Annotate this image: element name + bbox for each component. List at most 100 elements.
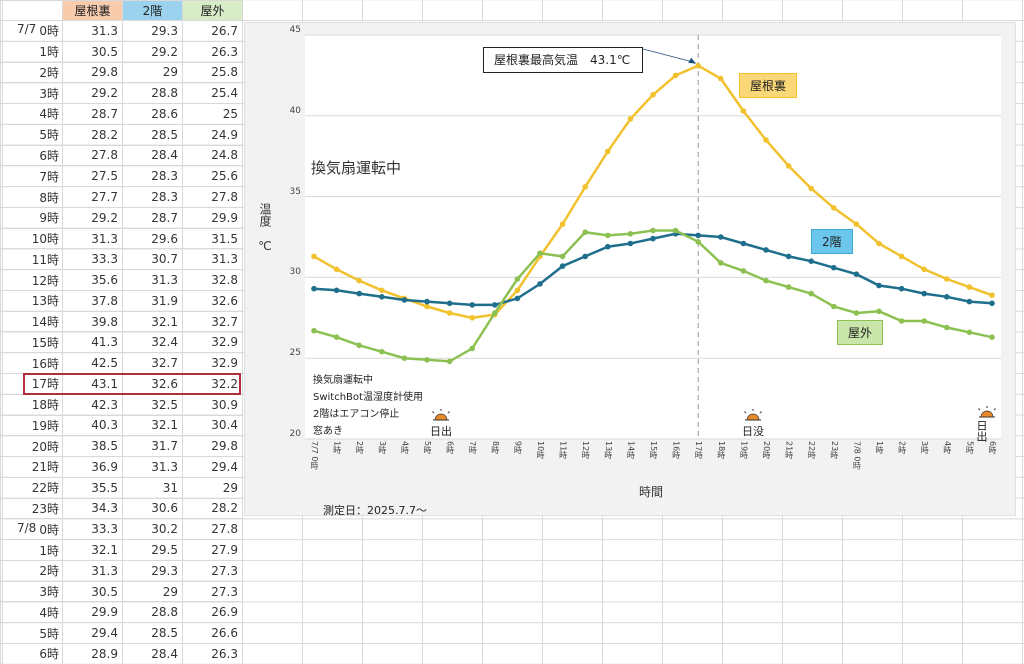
data-point[interactable] (424, 357, 430, 363)
floor2-cell[interactable]: 30.6 (122, 497, 183, 520)
data-point[interactable] (469, 315, 475, 321)
attic-cell[interactable]: 37.8 (62, 289, 123, 312)
attic-cell[interactable]: 29.8 (62, 61, 123, 84)
data-point[interactable] (989, 300, 995, 307)
floor2-cell[interactable]: 29.5 (122, 539, 183, 561)
floor2-cell[interactable]: 32.1 (122, 414, 183, 437)
attic-cell[interactable]: 39.8 (62, 310, 123, 333)
floor2-cell[interactable]: 32.4 (122, 331, 183, 354)
attic-cell[interactable]: 30.5 (62, 580, 123, 603)
outside-cell[interactable]: 29 (182, 476, 243, 499)
data-point[interactable] (514, 295, 521, 302)
data-point[interactable] (379, 294, 385, 300)
floor2-cell[interactable]: 28.4 (122, 642, 183, 664)
data-point[interactable] (695, 239, 701, 245)
data-point[interactable] (876, 282, 882, 289)
attic-cell[interactable]: 41.3 (62, 331, 123, 354)
data-point[interactable] (853, 271, 860, 277)
data-point[interactable] (650, 227, 656, 234)
time-cell[interactable]: 5時 (0, 622, 63, 644)
time-cell[interactable]: 2時 (0, 559, 63, 582)
floor2-cell[interactable]: 28.6 (122, 103, 183, 125)
floor2-cell[interactable]: 31.3 (122, 269, 183, 291)
attic-cell[interactable]: 29.4 (62, 622, 123, 644)
time-cell[interactable]: 17時 (0, 373, 63, 395)
outside-cell[interactable]: 31.3 (182, 248, 243, 271)
outside-cell[interactable]: 27.3 (182, 580, 243, 603)
floor2-cell[interactable]: 28.5 (122, 622, 183, 644)
data-point[interactable] (469, 345, 475, 352)
data-point[interactable] (446, 358, 453, 365)
floor2-cell[interactable]: 29.6 (122, 227, 183, 250)
time-cell[interactable]: 4時 (0, 103, 63, 125)
outside-cell[interactable]: 25.4 (182, 82, 243, 105)
outside-cell[interactable]: 32.2 (182, 373, 243, 395)
time-cell[interactable]: 7/8 0時 (0, 518, 63, 541)
attic-cell[interactable]: 33.3 (62, 248, 123, 271)
data-point[interactable] (650, 92, 656, 98)
time-cell[interactable]: 22時 (0, 476, 63, 499)
data-point[interactable] (966, 329, 973, 336)
attic-cell[interactable]: 38.5 (62, 435, 123, 458)
data-point[interactable] (740, 268, 747, 274)
data-point[interactable] (876, 308, 882, 315)
data-point[interactable] (966, 284, 973, 290)
header-attic[interactable]: 屋根裏 (62, 0, 123, 21)
time-cell[interactable]: 16時 (0, 352, 63, 375)
attic-cell[interactable]: 27.8 (62, 144, 123, 167)
time-cell[interactable]: 12時 (0, 269, 63, 291)
data-point[interactable] (582, 253, 588, 260)
attic-cell[interactable]: 31.3 (62, 20, 123, 42)
data-point[interactable] (356, 290, 362, 297)
attic-cell[interactable]: 29.2 (62, 206, 123, 229)
outside-cell[interactable]: 24.8 (182, 144, 243, 167)
data-point[interactable] (424, 298, 430, 305)
outside-cell[interactable]: 32.9 (182, 352, 243, 375)
data-point[interactable] (944, 324, 950, 331)
outside-cell[interactable]: 31.5 (182, 227, 243, 250)
attic-cell[interactable]: 27.5 (62, 165, 123, 188)
time-cell[interactable]: 3時 (0, 580, 63, 603)
data-point[interactable] (650, 235, 656, 242)
data-point[interactable] (627, 231, 634, 237)
attic-cell[interactable]: 35.6 (62, 269, 123, 291)
data-point[interactable] (718, 234, 724, 240)
attic-cell[interactable]: 31.3 (62, 559, 123, 582)
data-point[interactable] (333, 334, 340, 341)
attic-cell[interactable]: 31.3 (62, 227, 123, 250)
data-point[interactable] (898, 318, 905, 324)
floor2-cell[interactable]: 29.3 (122, 20, 183, 42)
time-cell[interactable]: 11時 (0, 248, 63, 271)
data-point[interactable] (401, 355, 408, 362)
time-cell[interactable]: 13時 (0, 289, 63, 312)
data-point[interactable] (989, 334, 995, 341)
time-cell[interactable]: 14時 (0, 310, 63, 333)
time-cell[interactable]: 6時 (0, 144, 63, 167)
floor2-cell[interactable]: 32.6 (122, 373, 183, 395)
floor2-cell[interactable]: 29 (122, 61, 183, 84)
data-point[interactable] (808, 290, 814, 297)
data-point[interactable] (695, 232, 701, 239)
outside-cell[interactable]: 26.7 (182, 20, 243, 42)
floor2-cell[interactable]: 29.2 (122, 40, 183, 63)
floor2-cell[interactable]: 32.7 (122, 352, 183, 375)
data-point[interactable] (605, 232, 611, 239)
data-point[interactable] (514, 287, 521, 294)
data-point[interactable] (831, 303, 837, 310)
time-cell[interactable]: 1時 (0, 40, 63, 63)
floor2-cell[interactable]: 28.7 (122, 206, 183, 229)
data-point[interactable] (559, 263, 566, 269)
data-point[interactable] (921, 266, 927, 273)
floor2-cell[interactable]: 28.3 (122, 186, 183, 208)
data-point[interactable] (944, 294, 950, 300)
outside-cell[interactable]: 25.6 (182, 165, 243, 188)
data-point[interactable] (627, 116, 634, 122)
time-cell[interactable]: 3時 (0, 82, 63, 105)
outside-cell[interactable]: 32.6 (182, 289, 243, 312)
data-point[interactable] (718, 75, 724, 82)
data-point[interactable] (763, 247, 769, 253)
time-cell[interactable]: 21時 (0, 456, 63, 478)
data-point[interactable] (966, 298, 973, 305)
data-point[interactable] (537, 250, 543, 256)
data-point[interactable] (944, 276, 950, 282)
